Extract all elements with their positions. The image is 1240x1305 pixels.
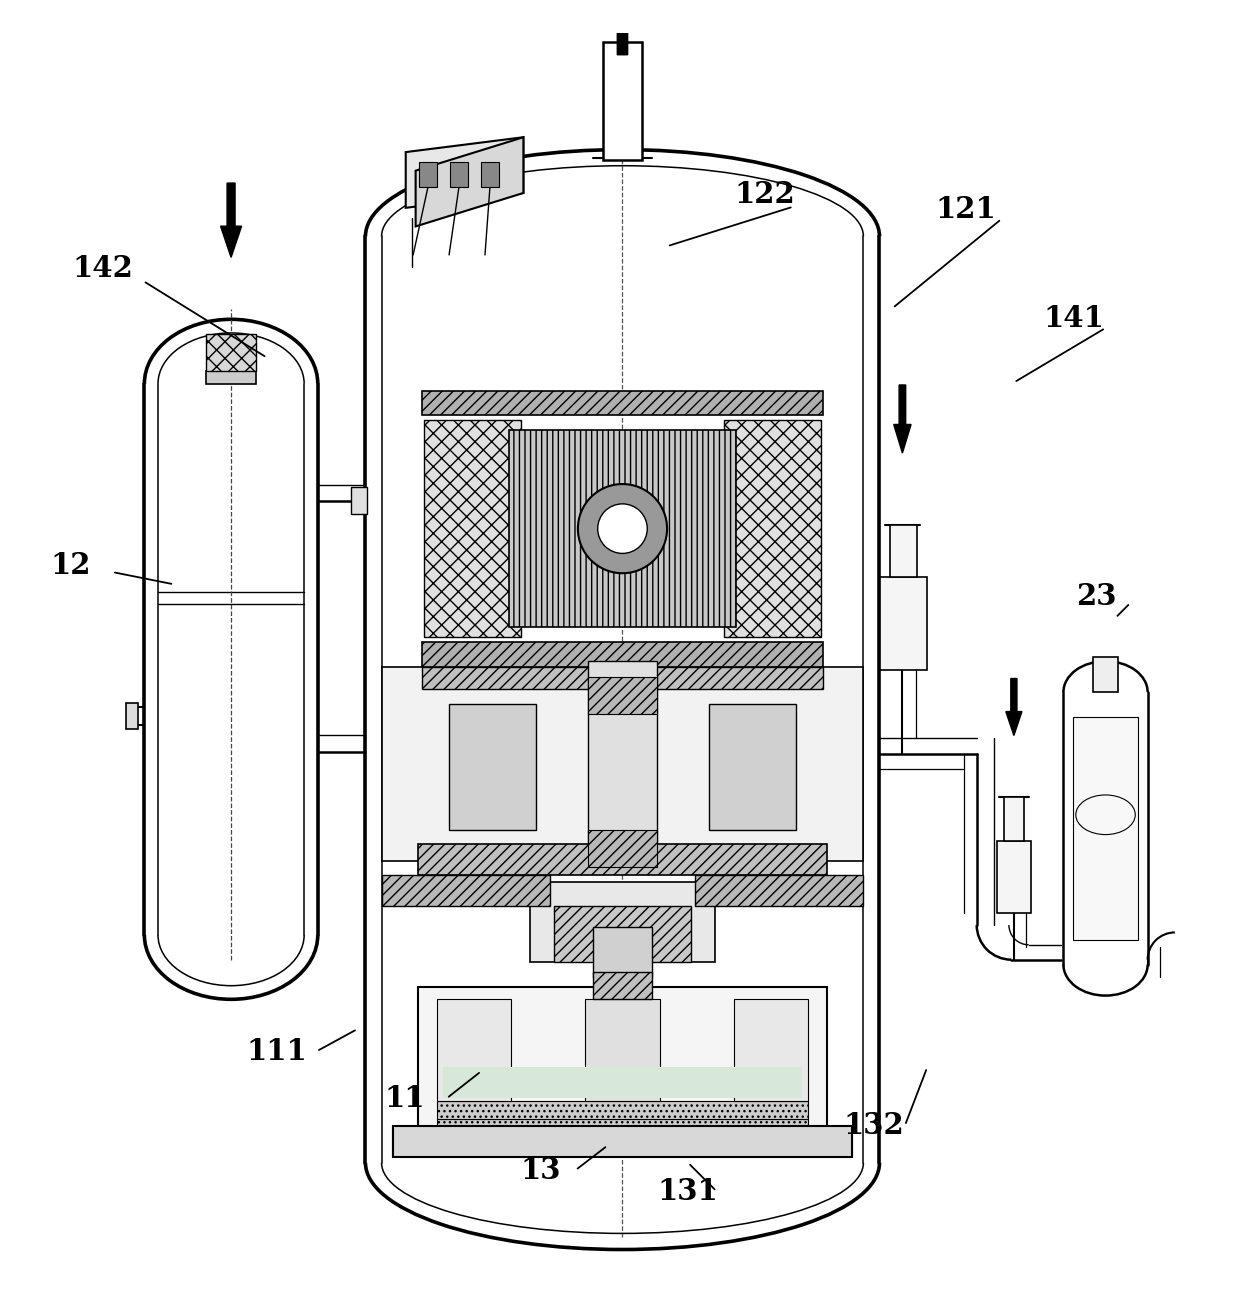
Polygon shape: [415, 137, 523, 227]
Bar: [351, 487, 367, 514]
Bar: [450, 162, 467, 187]
Text: 13: 13: [521, 1156, 562, 1185]
Bar: [724, 420, 821, 637]
Text: 142: 142: [72, 254, 134, 283]
Bar: [422, 390, 823, 415]
FancyArrow shape: [221, 183, 242, 257]
Bar: [1094, 658, 1118, 692]
Text: 23: 23: [1076, 582, 1116, 611]
Bar: [206, 372, 255, 384]
Bar: [593, 928, 652, 977]
Text: 131: 131: [657, 1177, 718, 1206]
Bar: [481, 162, 498, 187]
Text: 132: 132: [843, 1111, 904, 1141]
Bar: [422, 642, 823, 667]
Bar: [529, 882, 715, 962]
Bar: [694, 876, 863, 907]
Bar: [588, 830, 657, 867]
Text: 111: 111: [246, 1037, 306, 1066]
Bar: [734, 1000, 808, 1101]
Bar: [424, 420, 521, 637]
Bar: [436, 1101, 808, 1120]
Bar: [1004, 797, 1024, 840]
Bar: [422, 667, 823, 689]
Bar: [436, 1000, 511, 1101]
Bar: [443, 1067, 802, 1099]
Bar: [436, 1120, 808, 1144]
Bar: [593, 972, 652, 1000]
Bar: [418, 987, 827, 1151]
Bar: [419, 162, 436, 187]
Text: 12: 12: [51, 551, 91, 581]
Bar: [508, 431, 737, 628]
Bar: [890, 525, 918, 577]
Bar: [603, 42, 642, 161]
Bar: [709, 703, 796, 830]
Bar: [382, 876, 551, 907]
Bar: [997, 840, 1032, 912]
FancyArrow shape: [1006, 679, 1022, 736]
Bar: [585, 1000, 660, 1101]
Text: 11: 11: [384, 1084, 425, 1113]
FancyArrow shape: [894, 385, 911, 453]
Bar: [1074, 716, 1138, 940]
Text: 121: 121: [936, 194, 997, 223]
Text: 141: 141: [1044, 304, 1105, 333]
Bar: [449, 703, 536, 830]
Bar: [418, 844, 827, 876]
FancyArrow shape: [609, 0, 636, 55]
Polygon shape: [405, 137, 523, 207]
Bar: [125, 703, 138, 729]
Bar: [206, 334, 255, 372]
Bar: [382, 667, 863, 860]
Bar: [880, 577, 928, 669]
Bar: [588, 677, 657, 714]
Bar: [588, 660, 657, 867]
Bar: [554, 907, 691, 962]
Ellipse shape: [578, 484, 667, 573]
Bar: [393, 1126, 852, 1156]
Ellipse shape: [598, 504, 647, 553]
Text: 122: 122: [734, 180, 795, 209]
